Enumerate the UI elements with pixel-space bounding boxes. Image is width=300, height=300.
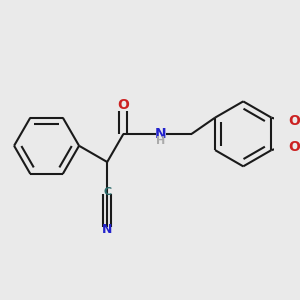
Text: O: O (118, 98, 129, 112)
Text: C: C (103, 187, 111, 197)
Text: O: O (288, 114, 300, 128)
Text: O: O (288, 140, 300, 154)
Text: N: N (102, 223, 112, 236)
Text: H: H (156, 136, 166, 146)
Text: N: N (155, 127, 167, 141)
